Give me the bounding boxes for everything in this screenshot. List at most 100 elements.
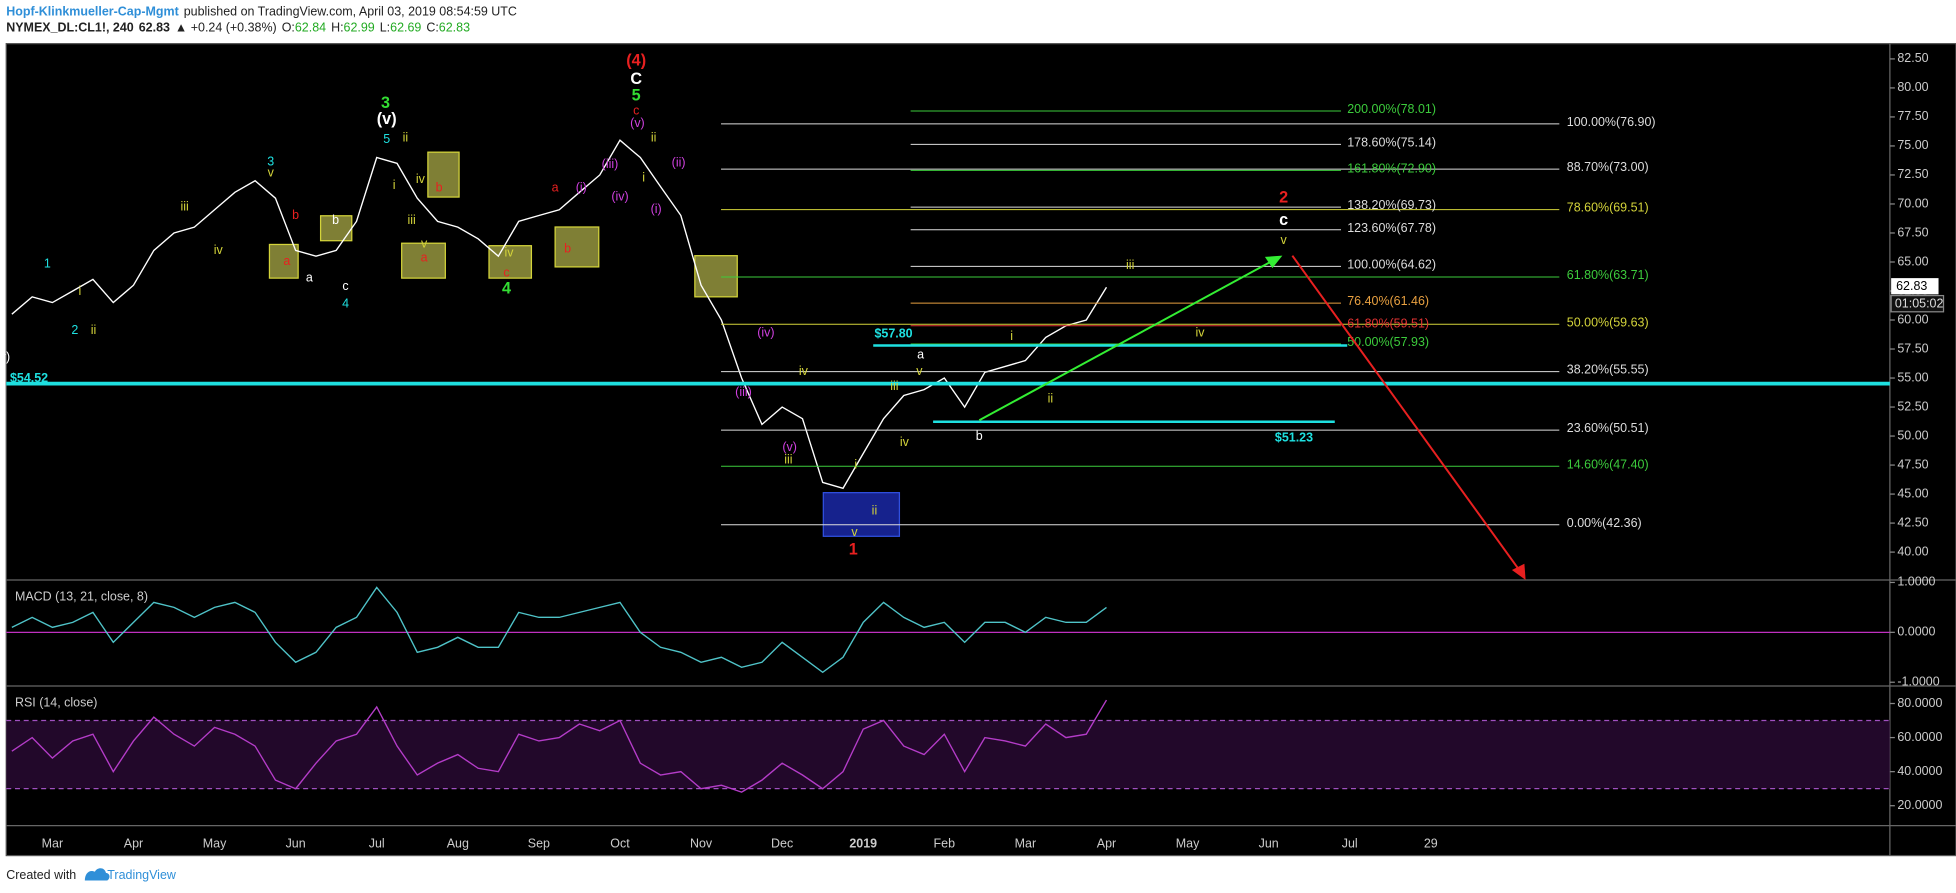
header-line-2: NYMEX_DL:CL1!, 240 62.83 ▲ +0.24 (+0.38%) O… xyxy=(6,21,470,35)
wave-label: v xyxy=(268,166,275,180)
x-tick-label: Mar xyxy=(42,837,63,851)
y-tick-label: 40.0000 xyxy=(1897,764,1942,778)
low: 62.69 xyxy=(390,21,421,35)
y-tick-label: 60.0000 xyxy=(1897,730,1942,744)
fib-label: 61.80%(63.71) xyxy=(1567,268,1649,282)
wave-label: a xyxy=(283,254,290,268)
wave-label: (iv) xyxy=(757,325,774,339)
fib-label: 100.00%(64.62) xyxy=(1347,257,1436,271)
wave-box xyxy=(401,242,446,279)
brand-logo xyxy=(84,868,110,881)
price-level-label: $54.52 xyxy=(10,371,48,385)
wave-label: iii xyxy=(180,199,188,213)
wave-label: 5 xyxy=(383,132,390,146)
wave-label: a xyxy=(552,181,559,195)
arrow-head xyxy=(1264,255,1283,269)
wave-label: (v) xyxy=(377,110,397,128)
x-tick-label: Apr xyxy=(1097,837,1116,851)
y-tick-label: 77.50 xyxy=(1897,109,1928,123)
wave-label: iii xyxy=(1126,258,1134,272)
y-tick-label: 1.0000 xyxy=(1897,575,1935,589)
wave-label: v) xyxy=(0,350,10,364)
wave-label: 1 xyxy=(849,540,858,558)
macd-title: MACD (13, 21, close, 8) xyxy=(15,590,148,604)
wave-label: ii xyxy=(651,131,657,145)
wave-label: v xyxy=(916,364,923,378)
high: 62.99 xyxy=(344,21,375,35)
x-tick-label: 2019 xyxy=(849,837,877,851)
wave-label: i xyxy=(854,458,857,472)
fib-label: 178.60%(75.14) xyxy=(1347,135,1436,149)
fib-label: 38.20%(55.55) xyxy=(1567,363,1649,377)
wave-label: b xyxy=(436,181,443,195)
x-tick-label: 29 xyxy=(1424,837,1438,851)
wave-label: ii xyxy=(91,323,97,337)
close-label: C: xyxy=(426,21,438,35)
y-tick-label: 47.50 xyxy=(1897,457,1928,471)
y-tick-label: 82.50 xyxy=(1897,51,1928,65)
wave-box xyxy=(268,243,299,279)
series-line xyxy=(11,699,1108,793)
fib-label: 123.60%(67.78) xyxy=(1347,221,1436,235)
wave-box xyxy=(554,226,600,268)
wave-label: 5 xyxy=(632,86,641,104)
wave-label: ii xyxy=(872,504,878,518)
fib-label: 138.20%(69.73) xyxy=(1347,198,1436,212)
wave-label: (v) xyxy=(630,116,645,130)
x-tick-label: Jun xyxy=(286,837,306,851)
open-label: O: xyxy=(282,21,295,35)
header-line-1: Hopf-Klinkmueller-Cap-Mgmt published on T… xyxy=(6,5,517,19)
wave-label: v xyxy=(421,237,428,251)
wave-label: iv xyxy=(504,245,514,259)
wave-label: ii xyxy=(1048,391,1054,405)
x-tick-label: Jul xyxy=(369,837,385,851)
x-tick-label: Nov xyxy=(690,837,713,851)
wave-label: (i) xyxy=(651,202,662,216)
x-tick-label: May xyxy=(203,837,227,851)
wave-label: i xyxy=(393,178,396,192)
wave-label: c xyxy=(342,279,348,293)
author[interactable]: Hopf-Klinkmueller-Cap-Mgmt xyxy=(6,5,179,19)
y-tick-label: 67.50 xyxy=(1897,225,1928,239)
wave-label: iv xyxy=(900,435,910,449)
wave-box xyxy=(694,255,738,298)
fib-label: 88.70%(73.00) xyxy=(1567,160,1649,174)
y-tick-label: 70.00 xyxy=(1897,196,1928,210)
rsi-band xyxy=(6,720,1890,789)
y-tick-label: 50.00 xyxy=(1897,428,1928,442)
fib-label: 50.00%(57.93) xyxy=(1347,335,1429,349)
y-tick-label: 42.50 xyxy=(1897,515,1928,529)
low-label: L: xyxy=(380,21,390,35)
wave-label: iii xyxy=(890,379,898,393)
wave-label: i xyxy=(78,284,81,298)
x-tick-label: Sep xyxy=(528,837,550,851)
wave-label: a xyxy=(306,270,313,284)
wave-label: 2 xyxy=(1279,189,1288,207)
fib-label: 23.60%(50.51) xyxy=(1567,421,1649,435)
wave-label: 1 xyxy=(44,257,51,271)
x-tick-label: Jul xyxy=(1342,837,1358,851)
wave-label: b xyxy=(976,429,983,443)
wave-label: iv xyxy=(416,172,426,186)
open: 62.84 xyxy=(295,21,326,35)
wave-label: iii xyxy=(408,213,416,227)
change: ▲ +0.24 (+0.38%) xyxy=(175,21,277,35)
wave-label: ii xyxy=(403,131,409,145)
x-tick-label: May xyxy=(1176,837,1200,851)
wave-label: iv xyxy=(214,243,224,257)
footer-brand[interactable]: TradingView xyxy=(107,868,177,882)
y-tick-label: 80.00 xyxy=(1897,80,1928,94)
y-tick-label: 52.50 xyxy=(1897,399,1928,413)
y-tick-label: 0.0000 xyxy=(1897,625,1935,639)
close: 62.83 xyxy=(439,21,470,35)
series-line xyxy=(11,139,1108,490)
wave-label: 3 xyxy=(267,154,274,168)
x-tick-label: Oct xyxy=(610,837,630,851)
y-tick-label: -1.0000 xyxy=(1897,675,1939,689)
y-tick-label: 57.50 xyxy=(1897,341,1928,355)
wave-label: 2 xyxy=(71,323,78,337)
wave-label: (iii) xyxy=(602,157,619,171)
wave-label: a xyxy=(421,250,428,264)
